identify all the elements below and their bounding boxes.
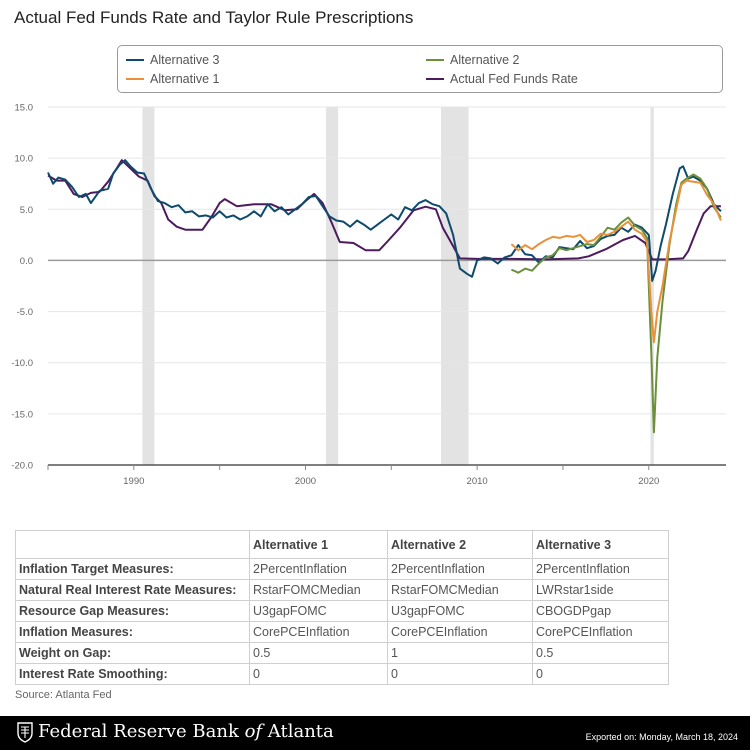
table-cell: RstarFOMCMedian (249, 579, 388, 601)
table-cell: 1 (387, 642, 533, 664)
legend-item-alternative-1[interactable]: Alternative 1 (126, 72, 219, 86)
table-row-label: Natural Real Interest Rate Measures: (15, 579, 250, 601)
table-row: Inflation Measures: CorePCEInflation CoreP… (15, 621, 669, 643)
x-tick-label: 2000 (295, 476, 316, 487)
table-cell: RstarFOMCMedian (387, 579, 533, 601)
table-cell: 0 (249, 663, 388, 685)
y-tick-label: 15.0 (15, 103, 34, 114)
table-cell: 0.5 (249, 642, 388, 664)
legend-item-alternative-2[interactable]: Alternative 2 (426, 53, 519, 67)
table-row-label: Interest Rate Smoothing: (15, 663, 250, 685)
table-cell: CBOGDPgap (532, 600, 669, 622)
table-row-label: Resource Gap Measures: (15, 600, 250, 622)
table-row: Resource Gap Measures: U3gapFOMC U3gapFOMC… (15, 600, 669, 622)
table-header-cell: Alternative 2 (387, 530, 533, 559)
table-cell: LWRstar1side (532, 579, 669, 601)
recession-band (441, 107, 469, 465)
legend-item-alternative-3[interactable]: Alternative 3 (126, 53, 219, 67)
y-tick-label: 0.0 (20, 256, 33, 267)
table-cell: CorePCEInflation (249, 621, 388, 643)
series-line-alternative-1 (510, 179, 722, 344)
y-tick-label: -15.0 (11, 409, 33, 420)
legend-label: Alternative 1 (150, 72, 220, 86)
table-row-label: Inflation Measures: (15, 621, 250, 643)
y-tick-label: -10.0 (11, 358, 33, 369)
table-cell: 0 (387, 663, 533, 685)
legend-swatch (426, 59, 444, 61)
table-cell: 2PercentInflation (249, 558, 388, 580)
table-row: Natural Real Interest Rate Measures: Rsta… (15, 579, 669, 601)
table-header-cell: Alternative 1 (249, 530, 388, 559)
table-cell: CorePCEInflation (387, 621, 533, 643)
legend-label: Actual Fed Funds Rate (450, 72, 578, 86)
legend-label: Alternative 3 (150, 53, 220, 67)
legend-swatch (426, 78, 444, 80)
legend-label: Alternative 2 (450, 53, 520, 67)
line-chart: 15.0 10.0 5.0 0.0 -5.0 -10.0 -15.0 -20.0 1990 200… (11, 103, 726, 487)
table-row-label: Inflation Target Measures: (15, 558, 250, 580)
table-cell: U3gapFOMC (387, 600, 533, 622)
table-header-cell (15, 530, 250, 559)
table-cell: 2PercentInflation (387, 558, 533, 580)
table-row: Inflation Target Measures: 2PercentInflat… (15, 558, 669, 580)
eagle-logo-icon (17, 722, 33, 743)
table-header-cell: Alternative 3 (532, 530, 669, 559)
x-tick-label: 2020 (638, 476, 659, 487)
legend-item-actual-fed-funds-rate[interactable]: Actual Fed Funds Rate (426, 72, 578, 86)
y-tick-label: 10.0 (15, 154, 34, 165)
bank-name: Federal Reserve Bank of Atlanta (38, 721, 334, 742)
series-line-alternative-2 (510, 173, 722, 434)
x-tick-label: 2010 (467, 476, 488, 487)
table-row-label: Weight on Gap: (15, 642, 250, 664)
legend-swatch (126, 59, 144, 61)
table-row: Interest Rate Smoothing: 0 0 0 (15, 663, 669, 685)
parameters-table: Alternative 1 Alternative 2 Alternative … (15, 530, 669, 685)
table-row: Weight on Gap: 0.5 1 0.5 (15, 642, 669, 664)
y-tick-label: 5.0 (20, 205, 33, 216)
recession-band (142, 107, 155, 465)
recession-band (326, 107, 339, 465)
table-cell: CorePCEInflation (532, 621, 669, 643)
table-cell: U3gapFOMC (249, 600, 388, 622)
legend-swatch (126, 78, 144, 80)
table-cell: 0 (532, 663, 669, 685)
chart-title: Actual Fed Funds Rate and Taylor Rule Pr… (14, 8, 414, 27)
table-cell: 2PercentInflation (532, 558, 669, 580)
recession-band (650, 107, 654, 465)
y-tick-label: -5.0 (17, 307, 33, 318)
export-date: Exported on: Monday, March 18, 2024 (585, 732, 738, 742)
table-cell: 0.5 (532, 642, 669, 664)
y-tick-label: -20.0 (11, 461, 33, 472)
legend: Alternative 3 Alternative 2 Alternative … (117, 45, 723, 93)
footer-bar: Federal Reserve Bank of Atlanta Exported… (0, 716, 750, 750)
source-note: Source: Atlanta Fed (15, 689, 112, 701)
x-tick-label: 1990 (123, 476, 144, 487)
table-header-row: Alternative 1 Alternative 2 Alternative … (15, 530, 669, 559)
